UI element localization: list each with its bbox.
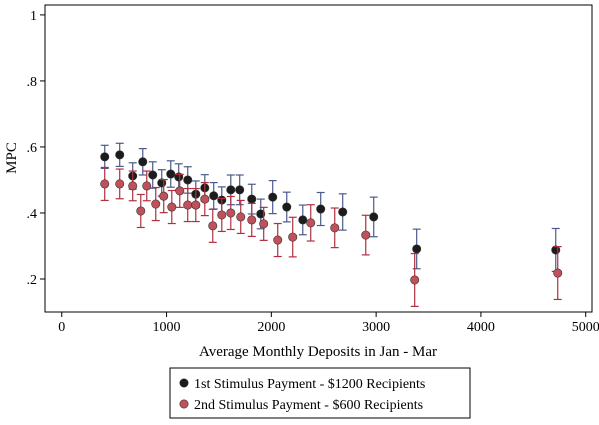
point xyxy=(191,200,201,210)
point xyxy=(369,212,379,222)
point xyxy=(159,191,169,201)
point xyxy=(268,192,278,202)
x-tick-label: 3000 xyxy=(362,320,390,335)
point xyxy=(183,175,193,185)
point xyxy=(208,221,218,231)
point xyxy=(167,202,177,212)
point xyxy=(226,208,236,218)
point xyxy=(138,157,148,167)
point xyxy=(236,212,246,222)
x-tick-label: 2000 xyxy=(257,320,285,335)
point xyxy=(166,169,176,179)
point xyxy=(306,218,316,228)
point xyxy=(100,152,110,162)
point xyxy=(330,223,340,233)
point xyxy=(256,209,266,219)
y-axis-title: MPC xyxy=(4,142,20,174)
point xyxy=(553,268,563,278)
point xyxy=(410,275,420,285)
y-tick-label: .2 xyxy=(27,273,38,288)
point xyxy=(259,219,269,229)
point xyxy=(128,181,138,191)
legend-label: 1st Stimulus Payment - $1200 Recipients xyxy=(194,377,425,392)
legend-marker xyxy=(179,399,189,409)
legend-marker xyxy=(179,378,189,388)
y-tick-label: .8 xyxy=(27,75,38,90)
point xyxy=(282,202,292,212)
point xyxy=(247,194,257,204)
x-axis-title: Average Monthly Deposits in Jan - Mar xyxy=(199,344,437,360)
x-tick-label: 4000 xyxy=(467,320,495,335)
point xyxy=(175,186,185,196)
point xyxy=(247,215,257,225)
point xyxy=(100,179,110,189)
y-tick-label: .6 xyxy=(27,141,38,156)
point xyxy=(273,235,283,245)
legend-label: 2nd Stimulus Payment - $600 Recipients xyxy=(194,398,423,413)
point xyxy=(142,181,152,191)
y-tick-label: 1 xyxy=(30,9,37,24)
point xyxy=(298,215,308,225)
point xyxy=(361,230,371,240)
point xyxy=(226,185,236,195)
point xyxy=(288,232,298,242)
x-tick-label: 1000 xyxy=(153,320,181,335)
point xyxy=(136,206,146,216)
point xyxy=(338,207,348,217)
point xyxy=(183,200,193,210)
point xyxy=(209,191,219,201)
legend-box xyxy=(169,367,471,419)
x-tick-label: 5000 xyxy=(572,320,599,335)
point xyxy=(412,244,422,254)
point xyxy=(200,194,210,204)
point xyxy=(316,204,326,214)
x-tick-label: 0 xyxy=(58,320,65,335)
point xyxy=(217,210,227,220)
point xyxy=(115,179,125,189)
point xyxy=(115,150,125,160)
plot-frame xyxy=(44,4,593,313)
point xyxy=(235,185,245,195)
point xyxy=(151,199,161,209)
y-tick-label: .4 xyxy=(27,207,38,222)
point xyxy=(148,170,158,180)
